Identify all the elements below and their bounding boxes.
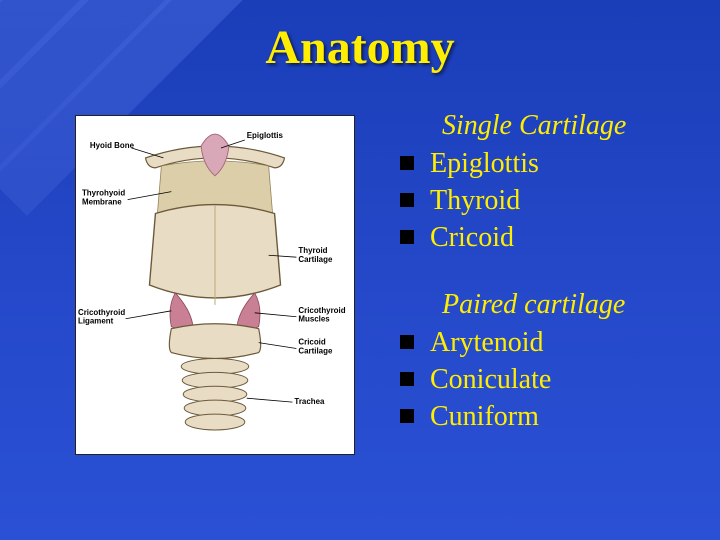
list-item: Epiglottis (400, 146, 700, 181)
list-item: Thyroid (400, 183, 700, 218)
bullet-group-paired: Paired cartilage Arytenoid Coniculate Cu… (400, 289, 700, 434)
bullet-text: Epiglottis (430, 146, 539, 181)
figure-label: Epiglottis (247, 131, 284, 140)
bullet-square-icon (400, 156, 414, 170)
figure-label: CricoidCartilage (298, 338, 333, 356)
list-item: Cuniform (400, 399, 700, 434)
bullet-square-icon (400, 372, 414, 386)
bullet-square-icon (400, 409, 414, 423)
figure-label: CricothyroidMuscles (298, 306, 345, 324)
figure-label: ThyroidCartilage (298, 246, 333, 264)
bullet-text: Coniculate (430, 362, 551, 397)
list-item: Coniculate (400, 362, 700, 397)
figure-label: ThyrohyoidMembrane (82, 189, 125, 207)
bullet-text: Arytenoid (430, 325, 544, 360)
figure-label: Hyoid Bone (90, 141, 135, 150)
group-heading: Paired cartilage (442, 289, 700, 321)
slide-title: Anatomy (0, 20, 720, 75)
content-area: Single Cartilage Epiglottis Thyroid Cric… (400, 110, 700, 468)
bullet-text: Thyroid (430, 183, 520, 218)
bullet-text: Cuniform (430, 399, 539, 434)
bullet-text: Cricoid (430, 220, 514, 255)
slide: Anatomy (0, 0, 720, 540)
group-heading: Single Cartilage (442, 110, 700, 142)
list-item: Arytenoid (400, 325, 700, 360)
bullet-group-single: Single Cartilage Epiglottis Thyroid Cric… (400, 110, 700, 255)
anatomy-figure: Hyoid Bone Epiglottis ThyrohyoidMembrane… (75, 115, 355, 455)
bullet-square-icon (400, 193, 414, 207)
bullet-square-icon (400, 335, 414, 349)
figure-label: Trachea (294, 397, 325, 406)
bullet-square-icon (400, 230, 414, 244)
list-item: Cricoid (400, 220, 700, 255)
figure-label: CricothyroidLigament (78, 308, 125, 326)
